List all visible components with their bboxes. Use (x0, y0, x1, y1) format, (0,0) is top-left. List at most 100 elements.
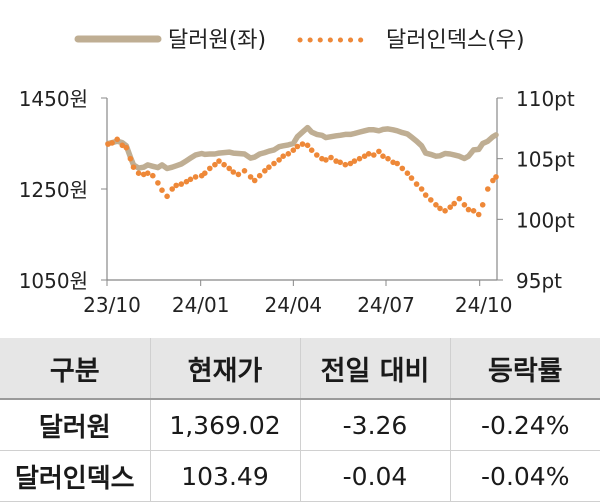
series-point-dollar-index (230, 169, 237, 175)
left-tick-label: 1050원 (19, 269, 88, 293)
series-point-dollar-index (169, 186, 175, 192)
right-tick-label: 105pt (516, 148, 575, 172)
series-point-dollar-index (192, 174, 199, 180)
series-point-dollar-index (475, 211, 482, 218)
series-point-dollar-index (418, 186, 425, 192)
series-point-dollar-index (404, 170, 411, 176)
series-point-dollar-index (371, 152, 377, 158)
series-point-dollar-index (290, 147, 297, 153)
series-point-dollar-index (451, 200, 458, 207)
series-point-dollar-index (178, 181, 185, 187)
series-point-dollar-index (376, 148, 382, 155)
series-point-dollar-index (173, 182, 179, 189)
left-tick-label: 1450원 (19, 87, 88, 111)
header-change-rate: 등락률 (449, 338, 600, 400)
series-point-dollar-index (135, 170, 142, 176)
cell-current-price: 103.49 (149, 450, 300, 502)
x-axis-ticks: 23/10 24/01 24/04 24/07 24/10 (83, 280, 513, 317)
series-dollar-won-layer (105, 124, 499, 172)
series-point-dollar-index (308, 147, 315, 153)
series-point-dollar-index (465, 206, 472, 213)
series-point-dollar-index (187, 176, 194, 183)
series-point-dollar-index (380, 153, 386, 159)
cell-change-rate: -0.24% (449, 399, 600, 451)
series-point-dollar-index (394, 160, 401, 167)
series-point-dollar-index (413, 181, 420, 187)
series-point-dollar-index (155, 180, 161, 186)
series-point-dollar-index (437, 205, 443, 212)
row-label: 달러인덱스 (0, 450, 150, 502)
right-tick-label: 100pt (516, 208, 575, 232)
header-change: 전일 대비 (299, 338, 450, 400)
series-point-dollar-index (256, 172, 263, 179)
series-point-dollar-index (385, 155, 391, 162)
table-header-row: 구분 현재가 전일 대비 등락률 (0, 338, 600, 400)
series-point-dollar-index (365, 151, 372, 157)
series-point-dollar-index (294, 143, 301, 150)
table-row: 달러인덱스 103.49 -0.04 -0.04% (0, 450, 600, 502)
table-row: 달러원 1,369.02 -3.26 -0.24% (0, 399, 600, 451)
cell-change: -3.26 (299, 399, 450, 451)
right-axis-ticks: 110pt 105pt 100pt 95pt (497, 87, 575, 293)
series-point-dollar-index (342, 161, 349, 168)
series-point-dollar-index (262, 168, 268, 174)
series-point-dollar-index (304, 142, 311, 149)
series-point-dollar-index (456, 195, 463, 202)
series-point-dollar-index (212, 161, 218, 168)
fx-chart: 달러원(좌) 달러인덱스(우) 1450원 1250원 1050원 110pt 105… (19, 28, 575, 317)
series-point-dollar-index (428, 197, 434, 203)
series-point-dollar-index (202, 170, 208, 176)
plot-axes (106, 98, 498, 281)
series-point-dollar-index (280, 153, 287, 159)
right-tick-label: 110pt (516, 87, 575, 111)
series-point-dollar-index (408, 175, 415, 181)
series-point-dollar-index (159, 187, 165, 193)
series-point-dollar-index (251, 177, 258, 184)
series-point-dollar-index (271, 160, 277, 167)
series-point-dollar-index (207, 165, 213, 172)
series-point-dollar-index (285, 151, 292, 157)
series-point-dollar-index (127, 155, 134, 162)
cell-current-price: 1,369.02 (149, 399, 300, 451)
series-point-dollar-index (164, 193, 170, 200)
left-tick-label: 1250원 (19, 178, 88, 202)
series-point-dollar-index (144, 170, 151, 176)
series-point-dollar-index (299, 141, 306, 147)
header-current-price: 현재가 (149, 338, 300, 400)
series-point-dollar-index (442, 208, 448, 214)
series-point-dollar-index (241, 168, 248, 174)
series-point-dollar-index (276, 157, 282, 163)
cell-change: -0.04 (299, 450, 450, 502)
series-point-dollar-index (470, 208, 477, 214)
series-point-dollar-index (235, 171, 242, 178)
series-point-dollar-index (266, 164, 272, 170)
row-label: 달러원 (0, 399, 150, 451)
series-point-dollar-index (399, 165, 406, 172)
cell-change-rate: -0.04% (449, 450, 600, 502)
series-dollar-index-layer (105, 136, 499, 218)
series-point-dollar-index (479, 202, 486, 208)
x-tick-label: 24/01 (172, 293, 230, 317)
legend-label-dollar-index: 달러인덱스(우) (386, 28, 525, 53)
chart-legend: 달러원(좌) 달러인덱스(우) (74, 28, 525, 53)
series-point-dollar-index (461, 202, 468, 208)
series-point-dollar-index (422, 192, 429, 198)
series-point-dollar-index (356, 155, 363, 162)
series-point-dollar-index (130, 164, 137, 170)
series-point-dollar-index (433, 202, 439, 208)
series-point-dollar-index (150, 172, 156, 179)
series-point-dollar-index (226, 165, 232, 172)
series-point-dollar-index (493, 174, 499, 180)
series-point-dollar-index (328, 154, 334, 161)
series-point-dollar-index (183, 178, 190, 185)
series-point-dollar-index (247, 174, 254, 180)
series-line-dollar-won (105, 124, 499, 172)
header-category: 구분 (0, 338, 150, 400)
series-point-dollar-index (221, 161, 227, 168)
series-point-dollar-index (314, 152, 320, 158)
series-point-dollar-index (447, 204, 454, 210)
x-tick-label: 24/10 (455, 293, 513, 317)
left-axis-ticks: 1450원 1250원 1050원 (19, 87, 107, 293)
x-tick-label: 24/04 (265, 293, 323, 317)
legend-label-dollar-won: 달러원(좌) (168, 28, 266, 53)
